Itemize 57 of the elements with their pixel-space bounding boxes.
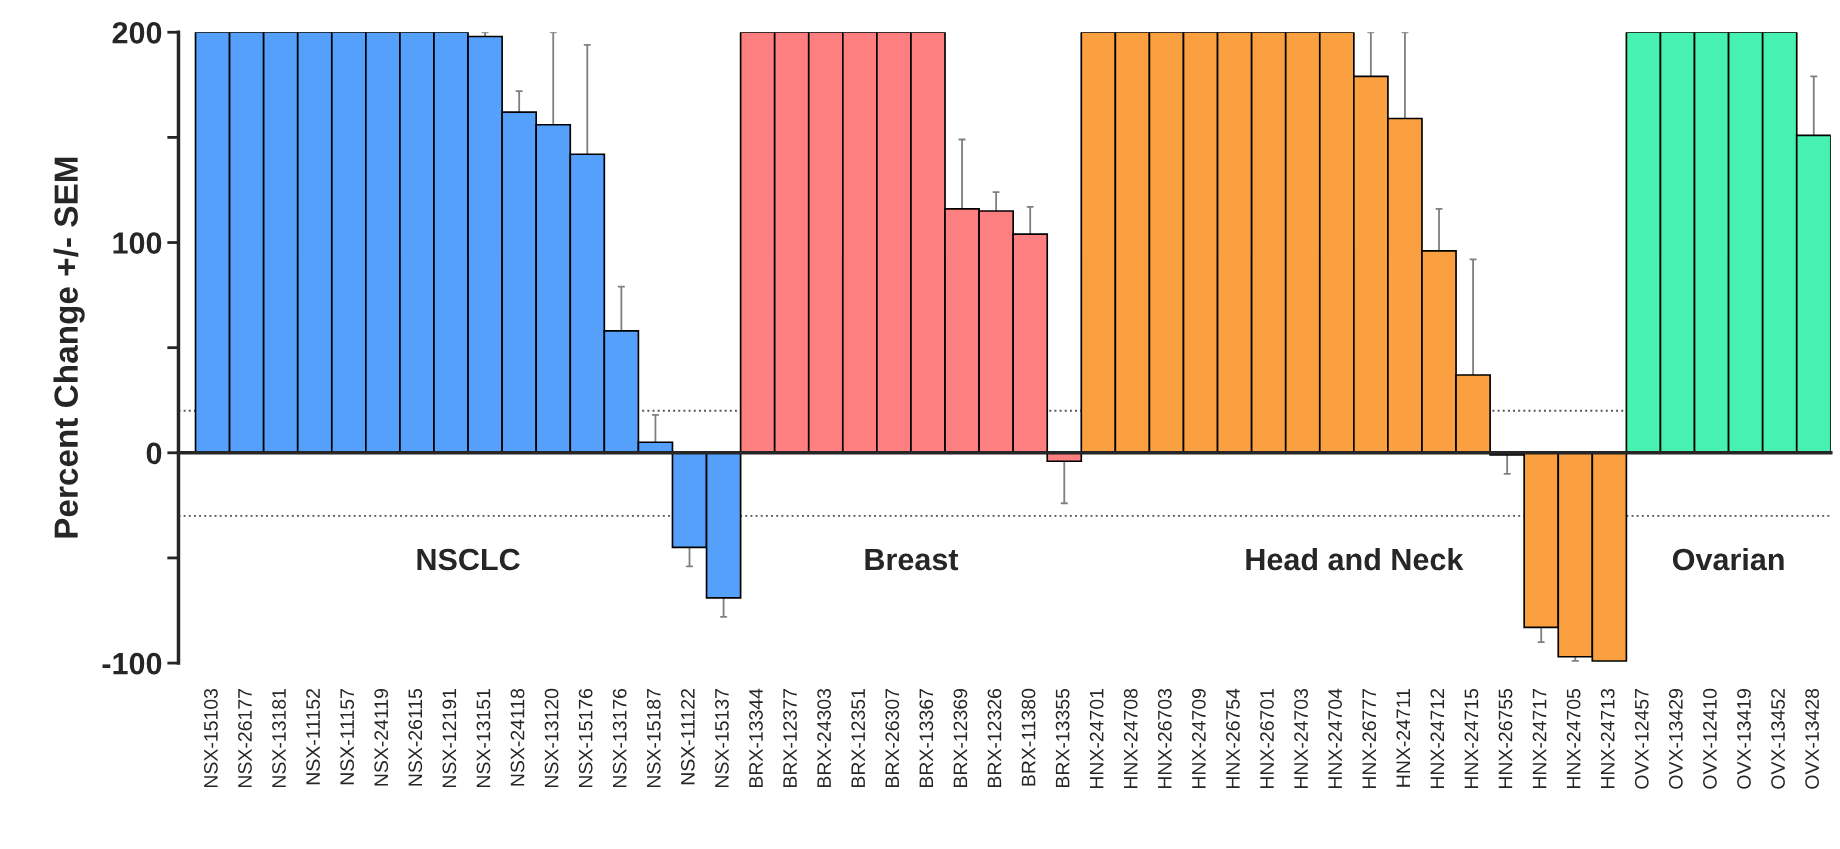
x-tick-label: OVX-13429 (1668, 688, 1683, 789)
x-tick-label: BRX-12369 (953, 688, 968, 787)
x-tick-label: NSX-11122 (680, 689, 695, 785)
x-tick-label: NSX-15137 (715, 689, 729, 787)
x-tick-label: NSX-13181 (272, 689, 286, 787)
x-tick-label: HNX-24708 (1123, 688, 1138, 789)
x-tick-label: HNX-24704 (1328, 688, 1343, 789)
x-tick-label: BRX-12351 (851, 689, 866, 787)
y-tick-label: -100 (102, 652, 162, 675)
x-tick-label: HNX-26701 (1260, 689, 1274, 789)
y-tick-label: 0 (146, 442, 162, 465)
annotation: Head and Neck (1246, 547, 1464, 571)
x-tick-label: HNX-24705 (1566, 688, 1581, 789)
x-tick-label: BRX-26307 (885, 689, 900, 787)
x-tick-label: NSX-26177 (238, 689, 252, 787)
x-tick-label: HNX-24715 (1464, 688, 1479, 789)
x-tick-label: NSX-15187 (646, 689, 661, 787)
x-tick-label: HNX-24703 (1294, 688, 1308, 789)
x-tick-label: NSX-15103 (204, 688, 218, 787)
annotation: Ovarian (1672, 547, 1784, 571)
x-tick-label: HNX-26777 (1362, 689, 1377, 789)
x-tick-label: OVX-12457 (1634, 689, 1649, 789)
y-axis-title: Percent Change +/- SEM (53, 157, 85, 538)
annotation: NSCLC (417, 548, 520, 571)
annotation: Breast (865, 549, 959, 571)
x-tick-label: NSX-11157 (340, 689, 355, 785)
x-tick-label: NSX-15176 (578, 688, 593, 787)
x-tick-label: BRX-13344 (749, 688, 763, 787)
x-tick-label: HNX-26754 (1226, 688, 1240, 789)
x-tick-label: HNX-24713 (1600, 688, 1615, 789)
x-tick-label: HNX-26755 (1498, 688, 1513, 789)
y-tick-label: 200 (112, 22, 162, 44)
x-tick-label: NSX-24118 (510, 688, 525, 786)
x-tick-label: OVX-13419 (1737, 688, 1751, 789)
x-tick-label: NSX-11152 (306, 689, 320, 785)
x-tick-label: BRX-13355 (1055, 688, 1070, 787)
x-tick-label: HNX-24712 (1430, 689, 1445, 789)
x-tick-label: HNX-24709 (1191, 688, 1206, 789)
x-tick-label: OVX-12410 (1703, 688, 1717, 789)
x-tick-label: BRX-13367 (919, 689, 934, 787)
x-tick-label: BRX-12377 (783, 689, 797, 787)
x-tick-label: NSX-12191 (442, 689, 457, 787)
x-tick-label: BRX-12326 (987, 688, 1002, 787)
x-tick-label: HNX-24717 (1532, 689, 1547, 789)
x-tick-label: HNX-26703 (1157, 688, 1172, 789)
x-tick-label: BRX-11380 (1021, 688, 1036, 786)
x-tick-label: BRX-24303 (817, 688, 831, 787)
x-tick-label: NSX-13176 (612, 688, 627, 787)
x-tick-label: NSX-13120 (544, 688, 559, 787)
x-tick-label: HNX-24701 (1089, 689, 1104, 789)
x-tick-label: OVX-13428 (1805, 688, 1819, 789)
x-tick-label: HNX-24711 (1396, 689, 1410, 787)
x-tick-label: NSX-24119 (374, 688, 389, 786)
y-tick-label: 100 (113, 232, 162, 254)
x-tick-label: OVX-13452 (1771, 689, 1785, 789)
x-tick-label: NSX-13151 (476, 689, 491, 787)
x-tick-label: NSX-26115 (408, 688, 423, 786)
